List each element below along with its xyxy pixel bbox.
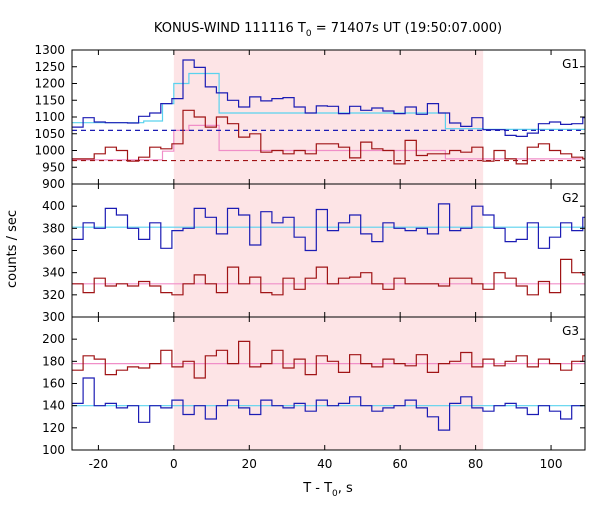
- x-tick-label: 60: [393, 457, 408, 471]
- y-tick-label: 340: [42, 266, 65, 280]
- x-tick-label: 20: [242, 457, 257, 471]
- y-tick-label: 300: [42, 310, 65, 324]
- series-red-g3: [72, 340, 585, 379]
- fit-line-fit_cyan: [72, 72, 585, 130]
- panel-label: G1: [562, 57, 579, 71]
- y-tick-label: 1100: [34, 110, 65, 124]
- shaded-interval: [173, 184, 484, 317]
- y-axis-label: counts / sec: [5, 210, 20, 288]
- y-tick-label: 120: [42, 421, 65, 435]
- y-tick-label: 100: [42, 443, 65, 457]
- series-blue-g3: [72, 377, 583, 431]
- y-tick-label: 1250: [34, 60, 65, 74]
- panel-label: G2: [562, 191, 579, 205]
- shaded-interval: [173, 317, 484, 450]
- panel-g2: [72, 184, 585, 317]
- y-tick-label: 1150: [34, 93, 65, 107]
- x-axis-label: T - T0, s: [302, 481, 353, 499]
- y-tick-label: 360: [42, 244, 65, 258]
- panel-label: G3: [562, 324, 579, 338]
- x-tick-label: 40: [317, 457, 332, 471]
- x-tick-label: 80: [468, 457, 483, 471]
- series-blue-g2: [72, 203, 585, 252]
- series-blue-g1: [72, 59, 585, 137]
- y-tick-label: 900: [42, 177, 65, 191]
- y-tick-label: 1200: [34, 77, 65, 91]
- y-tick-label: 400: [42, 199, 65, 213]
- y-tick-label: 320: [42, 288, 65, 302]
- y-tick-label: 180: [42, 354, 65, 368]
- series-red-g1: [72, 109, 585, 165]
- fit-line-fit_pink: [72, 124, 585, 161]
- panel-g3: [72, 317, 585, 450]
- x-tick-label: 0: [170, 457, 178, 471]
- chart-title-rest: = 71407s UT (19:50:07.000): [312, 21, 502, 36]
- series-red-g2: [72, 258, 585, 296]
- y-tick-label: 160: [42, 377, 65, 391]
- y-tick-label: 380: [42, 221, 65, 235]
- y-tick-label: 1300: [34, 43, 65, 57]
- y-tick-label: 1000: [34, 144, 65, 158]
- x-axis-label-rest: , s: [338, 481, 353, 496]
- y-tick-label: 200: [42, 332, 65, 346]
- x-tick-label: 100: [540, 457, 563, 471]
- x-axis-label-subscript: 0: [332, 489, 338, 499]
- y-tick-label: 950: [42, 160, 65, 174]
- y-tick-label: 140: [42, 399, 65, 413]
- panel-g1: [72, 50, 585, 184]
- x-axis-label-main: T - T: [302, 481, 332, 496]
- chart-title-main: KONUS-WIND 111116 T: [154, 21, 306, 36]
- plot-layer: G19009501000105011001150120012501300G230…: [34, 43, 586, 471]
- chart-title: KONUS-WIND 111116 T0 = 71407s UT (19:50:…: [154, 21, 502, 39]
- chart-title-subscript: 0: [306, 29, 312, 39]
- y-tick-label: 1050: [34, 127, 65, 141]
- x-tick-label: -20: [89, 457, 109, 471]
